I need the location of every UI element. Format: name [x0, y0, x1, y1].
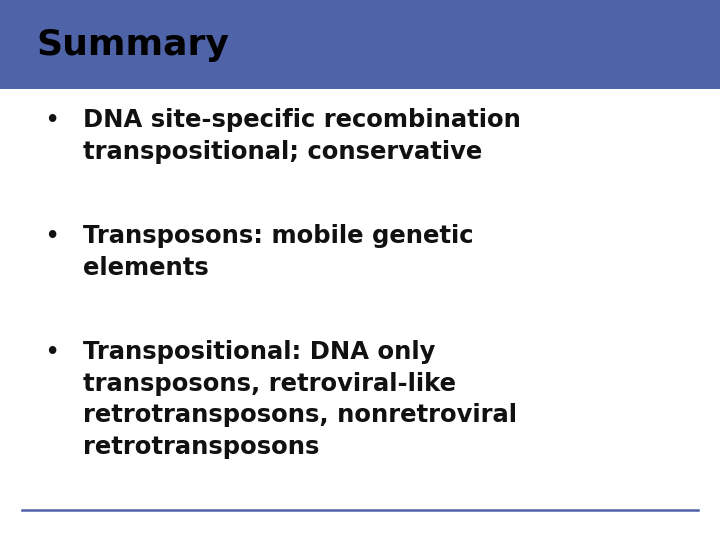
Bar: [0, 0, 720, 89]
Text: DNA site-specific recombination
transpositional; conservative: DNA site-specific recombination transpos…: [83, 108, 521, 164]
Text: Transpositional: DNA only
transposons, retroviral-like
retrotransposons, nonretr: Transpositional: DNA only transposons, r…: [83, 340, 517, 459]
Text: •: •: [44, 340, 60, 366]
Text: •: •: [44, 224, 60, 250]
Text: •: •: [44, 108, 60, 134]
Text: Transposons: mobile genetic
elements: Transposons: mobile genetic elements: [83, 224, 473, 280]
Text: Summary: Summary: [36, 28, 229, 62]
